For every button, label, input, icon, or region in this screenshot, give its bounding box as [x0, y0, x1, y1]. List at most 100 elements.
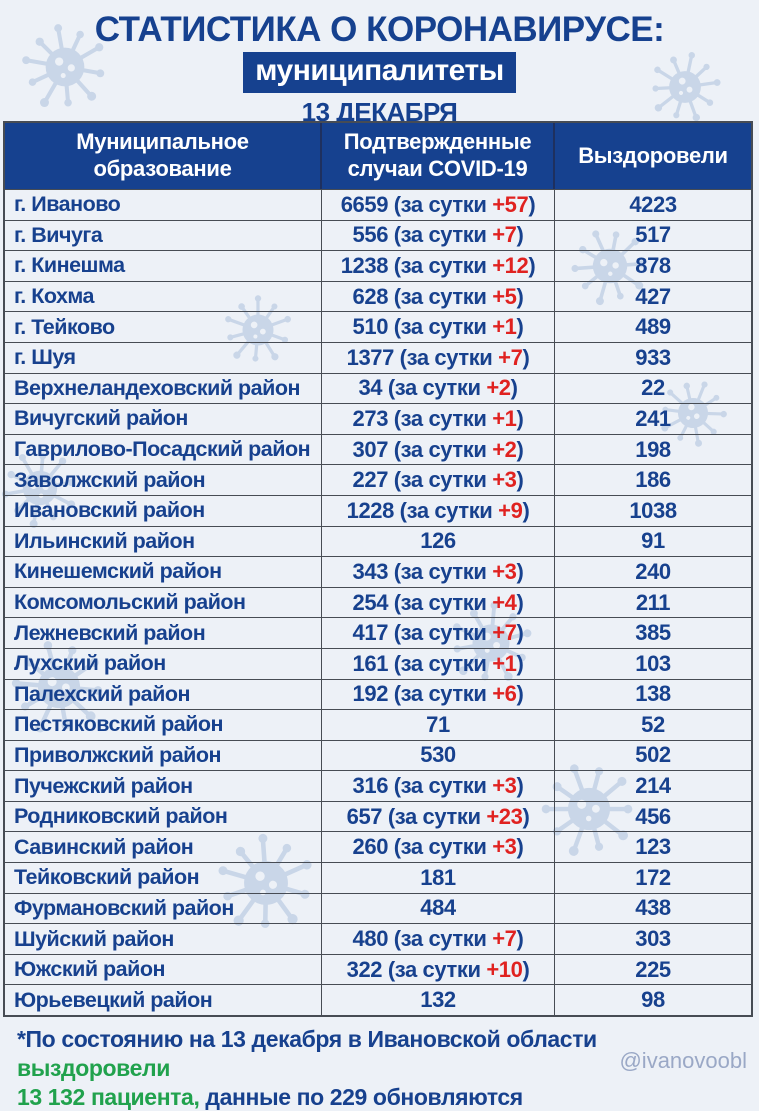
cases-cell: 227 (за сутки +3) [322, 465, 555, 495]
cases-value: 530 [420, 742, 456, 768]
column-header-municipality: Муниципальное образование [5, 123, 322, 189]
municipality-name: Южский район [5, 955, 322, 985]
daily-increase-value: +12 [492, 253, 528, 279]
table-row: Южский район 322 (за сутки +10) 225 [5, 954, 751, 985]
recovered-value: 427 [555, 282, 751, 312]
recovered-value: 241 [555, 404, 751, 434]
daily-increase-value: +9 [498, 498, 522, 524]
municipality-name: г. Тейково [5, 312, 322, 342]
cases-close-paren: ) [517, 620, 524, 646]
municipality-name: Пестяковский район [5, 710, 322, 740]
table-row: г. Тейково 510 (за сутки +1) 489 [5, 311, 751, 342]
cases-value: 322 (за сутки [347, 957, 487, 983]
municipality-name: Шуйский район [5, 924, 322, 954]
cases-close-paren: ) [517, 314, 524, 340]
daily-increase-value: +2 [486, 375, 510, 401]
table-row: г. Вичуга 556 (за сутки +7) 517 [5, 220, 751, 251]
recovered-value: 214 [555, 771, 751, 801]
cases-close-paren: ) [522, 957, 529, 983]
page-title: СТАТИСТИКА О КОРОНАВИРУСЕ: [0, 12, 759, 49]
footnote-line-2: 13 132 пациента, данные по 229 обновляют… [17, 1083, 717, 1111]
cases-cell: 530 [322, 741, 555, 771]
recovered-value: 517 [555, 221, 751, 251]
daily-increase-value: +1 [492, 651, 516, 677]
daily-increase-value: +5 [492, 284, 516, 310]
cases-value: 417 (за сутки [353, 620, 493, 646]
daily-increase-value: +3 [492, 773, 516, 799]
municipality-name: г. Кинешма [5, 251, 322, 281]
recovered-value: 91 [555, 527, 751, 557]
footnote: *По состоянию на 13 декабря в Ивановской… [17, 1025, 717, 1111]
table-row: Верхнеландеховский район 34 (за сутки +2… [5, 373, 751, 404]
table-row: Комсомольский район 254 (за сутки +4) 21… [5, 587, 751, 618]
table-row: Палехский район 192 (за сутки +6) 138 [5, 679, 751, 710]
recovered-value: 186 [555, 465, 751, 495]
cases-close-paren: ) [522, 804, 529, 830]
recovered-value: 456 [555, 802, 751, 832]
recovered-value: 198 [555, 435, 751, 465]
recovered-value: 933 [555, 343, 751, 373]
municipality-name: Палехский район [5, 680, 322, 710]
cases-close-paren: ) [517, 590, 524, 616]
cases-cell: 181 [322, 863, 555, 893]
municipality-name: Верхнеландеховский район [5, 374, 322, 404]
daily-increase-value: +7 [492, 620, 516, 646]
cases-value: 132 [420, 987, 456, 1013]
column-header-confirmed-cases: Подтвержденные случаи COVID-19 [322, 123, 555, 189]
cases-cell: 657 (за сутки +23) [322, 802, 555, 832]
subtitle-badge: муниципалитеты [243, 52, 516, 93]
table-row: Кинешемский район 343 (за сутки +3) 240 [5, 556, 751, 587]
cases-cell: 628 (за сутки +5) [322, 282, 555, 312]
cases-value: 307 (за сутки [353, 437, 493, 463]
cases-value: 181 [420, 865, 456, 891]
cases-value: 510 (за сутки [353, 314, 493, 340]
daily-increase-value: +3 [492, 559, 516, 585]
cases-close-paren: ) [517, 651, 524, 677]
cases-cell: 316 (за сутки +3) [322, 771, 555, 801]
cases-value: 161 (за сутки [353, 651, 493, 677]
recovered-value: 103 [555, 649, 751, 679]
cases-value: 316 (за сутки [353, 773, 493, 799]
cases-value: 628 (за сутки [353, 284, 493, 310]
municipality-name: Лежневский район [5, 618, 322, 648]
table-row: Лухский район 161 (за сутки +1) 103 [5, 648, 751, 679]
cases-cell: 322 (за сутки +10) [322, 955, 555, 985]
cases-close-paren: ) [517, 222, 524, 248]
daily-increase-value: +7 [492, 926, 516, 952]
table-header-row: Муниципальное образование Подтвержденные… [5, 123, 751, 189]
cases-value: 480 (за сутки [353, 926, 493, 952]
municipality-name: г. Шуя [5, 343, 322, 373]
footnote-recovered-highlight: выздоровели [17, 1055, 170, 1081]
municipality-name: Савинский район [5, 832, 322, 862]
cases-cell: 6659 (за сутки +57) [322, 190, 555, 220]
municipality-name: Фурмановский район [5, 894, 322, 924]
recovered-value: 225 [555, 955, 751, 985]
poster: СТАТИСТИКА О КОРОНАВИРУСЕ: муниципалитет… [0, 0, 759, 1080]
cases-close-paren: ) [522, 498, 529, 524]
daily-increase-value: +3 [492, 467, 516, 493]
statistics-table: Муниципальное образование Подтвержденные… [3, 121, 753, 1017]
recovered-value: 878 [555, 251, 751, 281]
table-row: Приволжский район 530 502 [5, 740, 751, 771]
cases-value: 254 (за сутки [353, 590, 493, 616]
table-row: Лежневский район 417 (за сутки +7) 385 [5, 617, 751, 648]
cases-value: 343 (за сутки [353, 559, 493, 585]
cases-value: 192 (за сутки [353, 681, 493, 707]
table-row: Пестяковский район 71 52 [5, 709, 751, 740]
recovered-value: 1038 [555, 496, 751, 526]
municipality-name: Комсомольский район [5, 588, 322, 618]
cases-value: 1228 (за сутки [347, 498, 499, 524]
recovered-value: 489 [555, 312, 751, 342]
daily-increase-value: +3 [492, 834, 516, 860]
cases-cell: 1377 (за сутки +7) [322, 343, 555, 373]
cases-close-paren: ) [517, 437, 524, 463]
cases-cell: 254 (за сутки +4) [322, 588, 555, 618]
cases-close-paren: ) [517, 681, 524, 707]
cases-cell: 71 [322, 710, 555, 740]
municipality-name: Кинешемский район [5, 557, 322, 587]
municipality-name: г. Вичуга [5, 221, 322, 251]
cases-cell: 556 (за сутки +7) [322, 221, 555, 251]
cases-cell: 126 [322, 527, 555, 557]
column-header-recovered: Выздоровели [555, 123, 751, 189]
municipality-name: г. Иваново [5, 190, 322, 220]
